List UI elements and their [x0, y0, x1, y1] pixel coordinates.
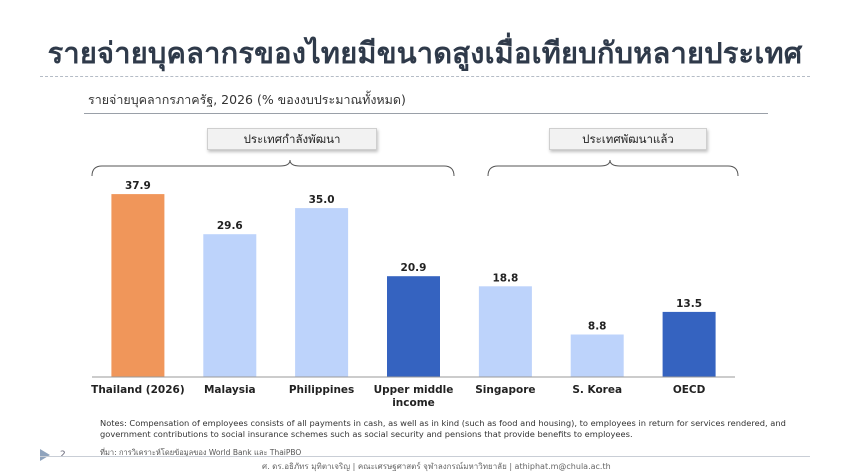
value-label-4: 18.8 [492, 272, 518, 284]
value-label-5: 8.8 [588, 321, 607, 333]
author-credit: ศ. ดร.อธิภัทร มุทิตาเจริญ | คณะเศรษฐศาสต… [262, 462, 611, 471]
value-label-0: 37.9 [125, 180, 151, 192]
source-note: ที่มา: การวิเคราะห์โดยข้อมูลของ World Ba… [100, 448, 302, 457]
bar-4 [478, 286, 532, 377]
category-label-4: Singapore [475, 384, 535, 396]
chart-subtitle: รายจ่ายบุคลากรภาครัฐ, 2026 (% ของงบประมา… [88, 92, 406, 107]
bar-2 [295, 208, 349, 377]
category-label-1: Malaysia [204, 384, 256, 396]
group-label-developing: ประเทศกำลังพัฒนา [207, 128, 377, 150]
value-label-6: 13.5 [676, 298, 702, 310]
value-label-1: 29.6 [217, 220, 243, 232]
bar-6 [662, 311, 716, 377]
page-number: 2 [60, 450, 66, 460]
category-label-6: OECD [673, 384, 706, 396]
bracket-developing [91, 159, 455, 177]
bar-5 [570, 334, 624, 377]
bar-1 [203, 234, 257, 377]
group-label-developed: ประเทศพัฒนาแล้ว [549, 128, 707, 150]
title-divider [40, 76, 810, 77]
category-label-5: S. Korea [572, 384, 622, 396]
chart-notes: Notes: Compensation of employees consist… [100, 418, 786, 439]
bar-3 [387, 276, 440, 377]
value-label-2: 35.0 [309, 194, 335, 206]
footer-divider [40, 456, 810, 457]
category-label-2: Philippines [289, 384, 354, 396]
category-label-3-line1: income [392, 397, 435, 409]
page-arrow-icon [40, 449, 50, 461]
category-label-0: Thailand (2026) [91, 384, 184, 396]
slide-title: รายจ่ายบุคลากรของไทยมีขนาดสูงเมื่อเทียบก… [47, 36, 803, 70]
bracket-developed [487, 159, 739, 177]
value-label-3: 20.9 [401, 262, 427, 274]
subtitle-underline [84, 113, 768, 114]
category-label-3: Upper middle [374, 384, 454, 396]
bar-0 [111, 194, 165, 377]
